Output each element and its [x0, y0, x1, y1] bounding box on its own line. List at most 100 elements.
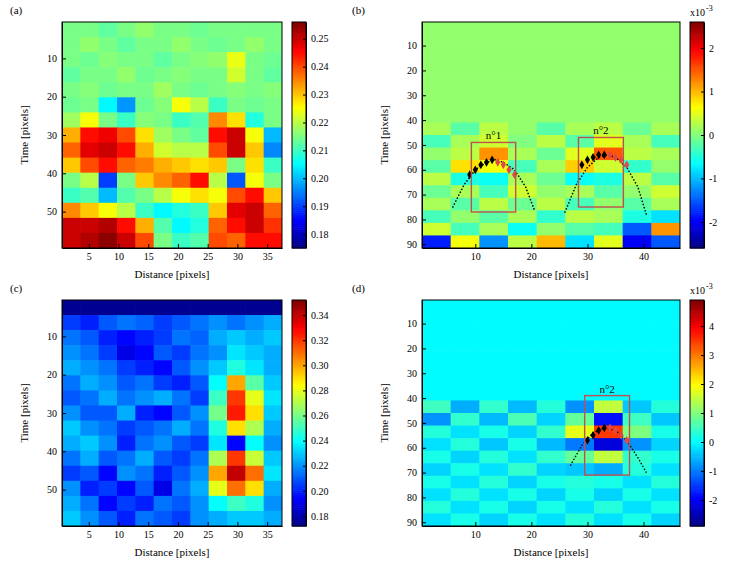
heatmap-cell [651, 122, 680, 135]
heatmap-cell [99, 360, 118, 376]
tick: 60 [407, 164, 426, 175]
heatmap-cell [245, 158, 264, 174]
heatmap-cell [227, 405, 246, 421]
tick-label: 50 [47, 206, 57, 217]
heatmap-cell [99, 203, 118, 219]
heatmap-cell [422, 501, 451, 514]
heatmap-cell [264, 466, 282, 482]
point [624, 436, 629, 445]
tick-mark [422, 145, 426, 146]
heatmap-cell [651, 363, 680, 376]
heatmap-cell [154, 330, 173, 346]
heatmap-cell [62, 451, 81, 467]
tick-label: 40 [47, 446, 57, 457]
heatmap-cell [135, 360, 154, 376]
heatmap-cell [62, 496, 81, 512]
heatmap-cell [227, 315, 246, 331]
heatmap-cell [479, 476, 508, 489]
colorbar-axis: -2-101234 [701, 301, 717, 527]
heatmap-cell [227, 67, 246, 83]
x-axis: 5101520253035 [63, 244, 283, 262]
heatmap-cell [80, 82, 99, 98]
heatmap-cell [479, 375, 508, 388]
heatmap-cell [227, 375, 246, 391]
heatmap-cell [451, 160, 480, 173]
heatmap-cell [422, 110, 451, 123]
heatmap-cell [594, 173, 623, 186]
tick-label: 0.24 [311, 61, 329, 72]
heatmap-cell [245, 127, 264, 143]
heatmap-cell [190, 143, 209, 159]
tick: 20 [527, 244, 537, 262]
tick: 0.21 [303, 145, 329, 156]
tick-label: 1 [709, 86, 714, 97]
heatmap-cell [264, 67, 282, 83]
tick-mark [531, 244, 532, 248]
tick-label: 0.21 [311, 145, 329, 156]
heatmap-cell [651, 47, 680, 60]
tick-label: 0.19 [311, 201, 329, 212]
heatmap-cell [451, 47, 480, 60]
colorbar-axis: -2-1012 [701, 23, 717, 249]
heatmap-cell [623, 350, 652, 363]
tick-label: 80 [407, 214, 417, 225]
heatmap-cell [172, 390, 191, 406]
heatmap-cell [190, 233, 209, 248]
heatmap-cell [565, 313, 594, 326]
heatmap-cell [209, 511, 228, 526]
heatmap-cell [565, 148, 594, 161]
heatmap-cell [651, 97, 680, 110]
heatmap-cell [565, 160, 594, 173]
heatmap-cell [190, 22, 209, 38]
heatmap-cell [99, 173, 118, 189]
heatmap-cell [245, 390, 264, 406]
tick-label: 10 [407, 40, 417, 51]
tick-label: 20 [173, 529, 183, 540]
heatmap-cell [451, 400, 480, 413]
tick-mark [422, 95, 426, 96]
heatmap-cell [264, 127, 282, 143]
heatmap-cell [594, 210, 623, 223]
tick: 10 [471, 244, 481, 262]
heatmap-cell [117, 345, 136, 361]
heatmap-cell [565, 388, 594, 401]
y-axis-title: Time [pixels] [378, 383, 390, 442]
tick-mark [303, 365, 306, 366]
point [624, 160, 629, 169]
heatmap-cell [479, 198, 508, 211]
heatmap-cell [623, 173, 652, 186]
heatmap-cell [154, 496, 173, 512]
tick: -1 [701, 466, 717, 477]
tick-label: 40 [639, 529, 649, 540]
heatmap-cell [135, 67, 154, 83]
heatmap-cell [99, 421, 118, 437]
tick: 0.19 [303, 201, 329, 212]
heatmap-cell [479, 223, 508, 236]
point [585, 155, 590, 164]
heatmap-cell [62, 188, 81, 204]
tick-label: 10 [471, 529, 481, 540]
heatmap-cell [62, 436, 81, 452]
heatmap-cell [190, 330, 209, 346]
heatmap-cell [99, 82, 118, 98]
heatmap-cell [623, 148, 652, 161]
heatmap-cell [135, 203, 154, 219]
heatmap-cell [479, 451, 508, 464]
heatmap-cell [227, 451, 246, 467]
heatmap-cell [479, 400, 508, 413]
tick-label: 0.22 [311, 117, 329, 128]
heatmap-cell [154, 233, 173, 248]
heatmap-cell [154, 436, 173, 452]
tick: 10 [47, 331, 66, 342]
heatmap-cell [62, 481, 81, 497]
tick-mark [62, 413, 66, 414]
heatmap-cell [154, 375, 173, 391]
heatmap-cell [154, 37, 173, 53]
heatmap-cell [594, 185, 623, 198]
y-axis: 102030405060708090 [407, 23, 426, 250]
heatmap-cell [135, 173, 154, 189]
tick: 5 [87, 244, 92, 262]
heatmap-cell [623, 363, 652, 376]
heatmap-cell [227, 496, 246, 512]
tick-label: 50 [47, 484, 57, 495]
